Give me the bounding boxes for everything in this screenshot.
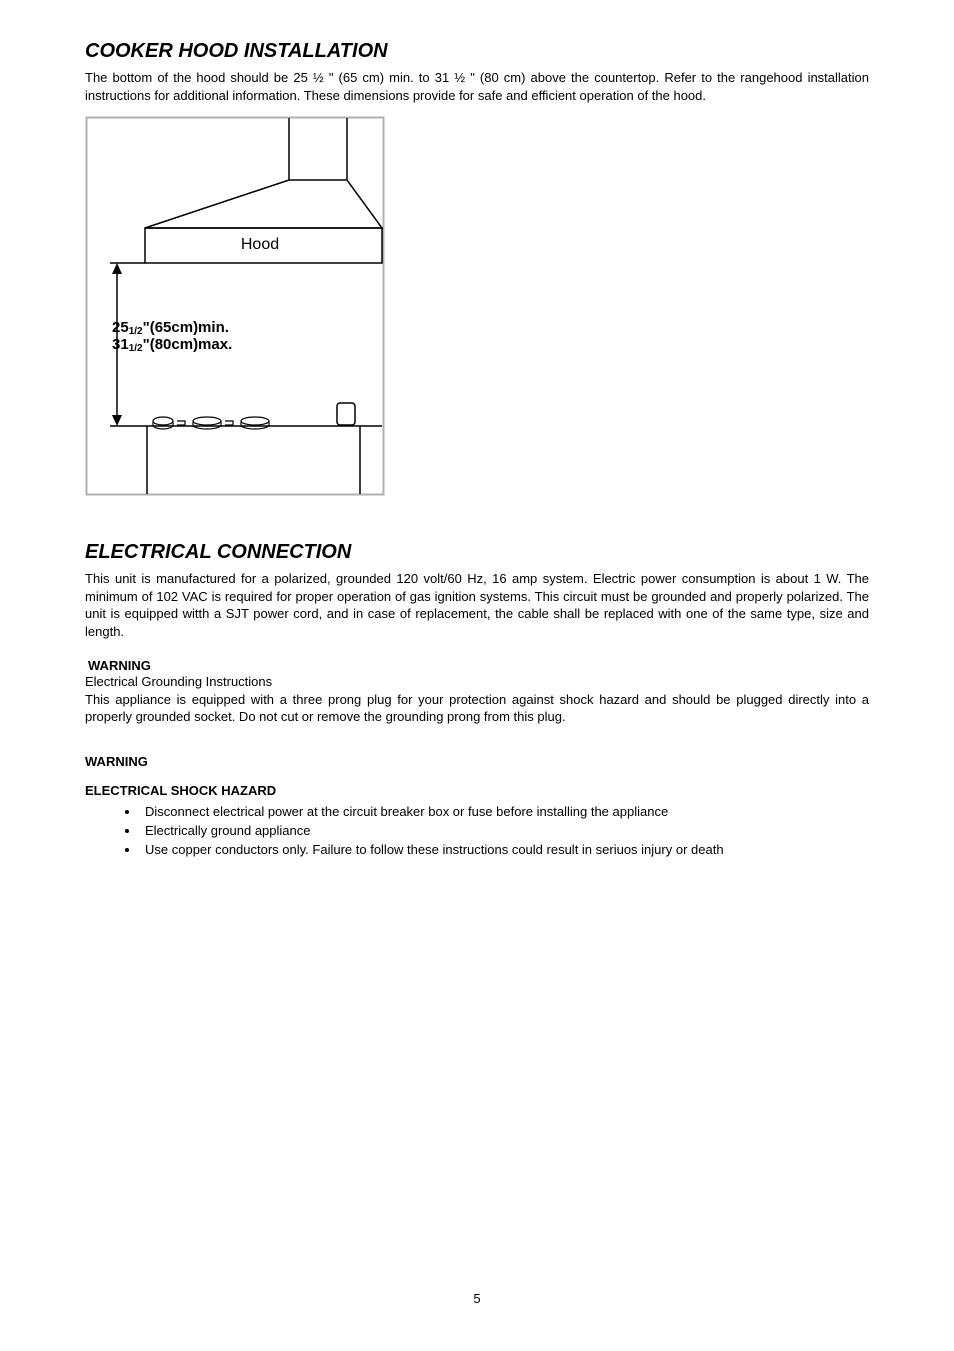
cooktop-burners [153, 417, 269, 429]
hood-chimney [289, 118, 347, 180]
dim-text-2: 311/2"(80cm)max. [112, 336, 232, 354]
dim-arrowhead-bottom [112, 415, 122, 426]
cooker-hood-title: COOKER HOOD INSTALLATION [85, 40, 869, 63]
electrical-title: ELECTRICAL CONNECTION [85, 541, 869, 564]
dim-arrowhead-top [112, 263, 122, 274]
warning1-text: This appliance is equipped with a three … [85, 691, 869, 726]
hood-label: Hood [241, 236, 279, 253]
diagram-border [87, 118, 384, 495]
warning1-subtitle: Electrical Grounding Instructions [85, 673, 869, 691]
page-number: 5 [0, 1291, 954, 1306]
diagram-svg: Hood 251/2"(65cm)min. 311/2"(80cm)max. [85, 116, 385, 496]
warning1-label: WARNING [88, 658, 869, 673]
cooker-hood-paragraph: The bottom of the hood should be 25 ½ " … [85, 69, 869, 104]
dim-text-1: 251/2"(65cm)min. [112, 319, 229, 337]
hazard-bullet-3: Use copper conductors only. Failure to f… [140, 841, 869, 860]
hood-canopy [145, 180, 382, 228]
hazard-title: ELECTRICAL SHOCK HAZARD [85, 783, 869, 798]
warning2-label: WARNING [85, 754, 869, 769]
hazard-bullet-1: Disconnect electrical power at the circu… [140, 803, 869, 822]
installation-diagram: Hood 251/2"(65cm)min. 311/2"(80cm)max. [85, 116, 869, 496]
backsplash-box [337, 403, 355, 425]
electrical-paragraph: This unit is manufactured for a polarize… [85, 570, 869, 640]
hazard-bullets: Disconnect electrical power at the circu… [140, 803, 869, 860]
electrical-section: ELECTRICAL CONNECTION This unit is manuf… [85, 541, 869, 859]
hazard-bullet-2: Electrically ground appliance [140, 822, 869, 841]
